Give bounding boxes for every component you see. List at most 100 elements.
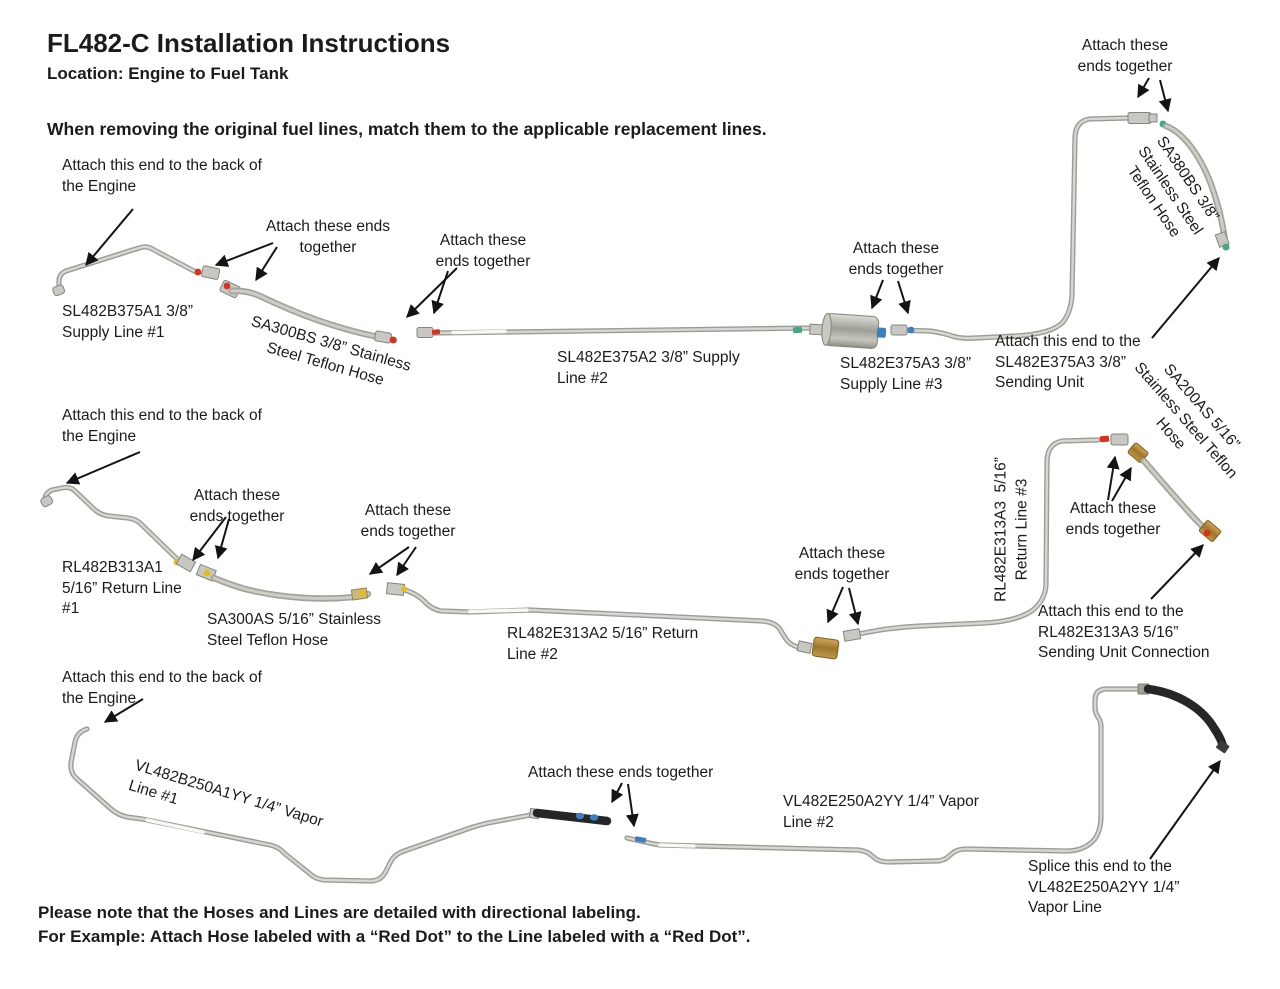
engine-fitting [40,495,54,508]
blue-dot [575,812,585,820]
fitting-nut [890,324,908,336]
red-mark [1099,435,1110,443]
supply-line-3 [890,112,1158,339]
supply-line1-label: SL482B375A1 3/8” Supply Line #1 [62,303,193,341]
fitting-nut [175,553,197,573]
arrow [368,546,410,575]
vapor-splice-note: Splice this end to the VL482E250A2YY 1/4… [1028,858,1180,916]
blue-dot [589,814,599,821]
vapor-line-1 [71,729,612,881]
arrow [192,516,227,562]
return-line-2 [385,582,840,660]
yellow-dot [203,569,211,577]
red-mark [431,329,441,335]
arrow [897,280,911,315]
red-dot [1203,529,1211,537]
attach-note: Attach these ends together [1065,500,1161,538]
directional-labeling-note: Please note that the Hoses and Lines are… [38,903,751,946]
attach-note: Attach these ends together [189,487,285,525]
return-line3-label: RL482E313A3 5/16” Return Line #3 [992,457,1031,602]
arrow [214,242,274,267]
green-mark [792,326,803,334]
fitting-nut [809,323,824,336]
yellow-dot [358,589,366,597]
vapor-line2-label: VL482E250A2YY 1/4” Vapor Line #2 [783,793,979,831]
hose-sa380bs [1159,120,1230,251]
annotation-arrows [65,77,1221,860]
hose-sa200as [1127,442,1222,542]
hose-sa300as-label: SA300AS 5/16” Stainless Steel Teflon Hos… [207,611,382,649]
arrow [65,451,141,485]
supply-engine-note: Attach this end to the back of the Engin… [62,157,262,195]
rubber-hose-section [1143,684,1228,752]
attach-note: Attach these ends together [794,545,890,583]
arrow [396,546,417,577]
arrow [214,518,230,560]
arrow [625,783,639,828]
label-band [451,329,507,335]
supply-sending-unit-note: Attach this end to the SL482E375A3 3/8” … [995,333,1141,391]
red-dot [389,336,397,344]
return-line2-label: RL482E313A2 5/16” Return Line #2 [507,625,699,663]
rubber-end-cap [1216,740,1230,754]
fitting-nut [1110,433,1129,446]
fitting-nut [201,265,221,280]
vapor-engine-note: Attach this end to the back of the Engin… [62,669,262,707]
arrow [1149,759,1221,860]
arrow [255,246,278,282]
fitting-nut [796,640,813,654]
brass-fitting [811,636,840,660]
fuel-filter [821,312,887,349]
return-line-1 [40,487,197,573]
fitting-nut [374,330,392,344]
brass-fitting [1198,520,1222,542]
arrow [611,782,624,804]
return-sending-unit-note: Attach this end to the RL482E313A3 5/16”… [1038,603,1210,661]
arrow [1158,79,1172,113]
arrow [1111,466,1132,502]
red-dot [194,268,202,276]
arrow [1106,455,1120,501]
label-band [145,818,205,834]
arrow [406,267,458,318]
arrow [1150,544,1204,600]
arrow [85,208,134,266]
attach-note: Attach these ends together [848,240,944,278]
label-band [468,608,529,614]
arrow [870,279,884,310]
attach-note: Attach these ends together [360,502,456,540]
page-title: FL482-C Installation Instructions [47,28,451,58]
supply-line3-label: SL482E375A3 3/8” Supply Line #3 [840,355,971,393]
arrow [431,270,449,315]
arrow [848,587,862,626]
return-engine-note: Attach this end to the back of the Engin… [62,407,262,445]
fitting-collar [1148,113,1158,123]
engine-fitting [52,284,66,297]
fitting-nut [416,327,434,338]
blue-dot [876,327,887,338]
hose-sa300bs [219,279,397,344]
label-band [658,843,696,848]
yellow-dot [401,586,407,592]
red-dot [223,282,231,290]
attach-note: Attach these ends together [1077,37,1173,75]
hose-sa300as [195,563,368,600]
green-dot [1222,243,1230,251]
supply-line2-label: SL482E375A2 3/8” Supply Line #2 [557,349,740,387]
location-subtitle: Location: Engine to Fuel Tank [47,64,289,83]
blue-dot [907,326,915,334]
arrow [1137,77,1150,99]
blue-mark [634,836,647,843]
attach-note: Attach these ends together [528,764,714,781]
arrow [103,698,144,723]
return-line1-label: RL482B313A1 5/16” Return Line #1 [62,559,182,617]
supply-line-2 [416,312,887,349]
vapor-line-2 [627,683,1230,862]
attach-note: Attach these ends together [435,232,531,270]
arrow [1151,257,1220,339]
return-line-3 [842,433,1129,642]
intro-instruction: When removing the original fuel lines, m… [47,119,767,139]
supply-line-1 [52,247,221,297]
